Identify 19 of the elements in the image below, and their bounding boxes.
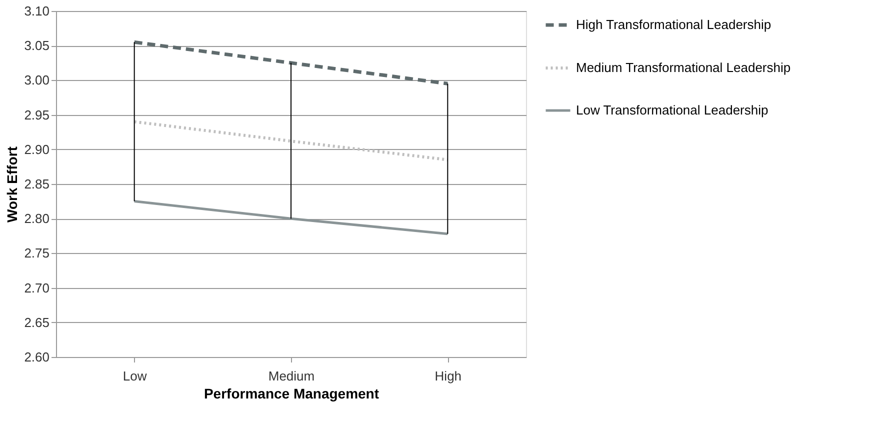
y-tick-label: 2.60 [24, 350, 50, 364]
y-tick-label: 2.75 [24, 246, 50, 261]
y-tick-label: 3.00 [24, 72, 50, 88]
y-tick-label: 2.90 [24, 142, 50, 157]
y-tick-label: 2.65 [24, 314, 50, 330]
y-axis-title: Work Effort [4, 146, 20, 222]
y-tick-label: 2.80 [24, 211, 50, 226]
y-tick-label: 2.70 [24, 280, 50, 296]
y-tick-label: 3.05 [24, 38, 50, 54]
y-tick-label: 3.10 [24, 4, 50, 18]
y-tick-label: 2.85 [24, 176, 50, 192]
legend-label: Medium Transformational Leadership [576, 60, 791, 75]
x-tick-label: High [434, 368, 462, 384]
x-tick-label: Low [122, 368, 148, 384]
x-tick-label: Medium [268, 368, 315, 384]
legend-label: High Transformational Leadership [576, 17, 772, 32]
legend-label: Low Transformational Leadership [576, 102, 768, 118]
x-axis-title: Performance Management [204, 386, 380, 402]
y-tick-label: 2.95 [24, 107, 50, 122]
